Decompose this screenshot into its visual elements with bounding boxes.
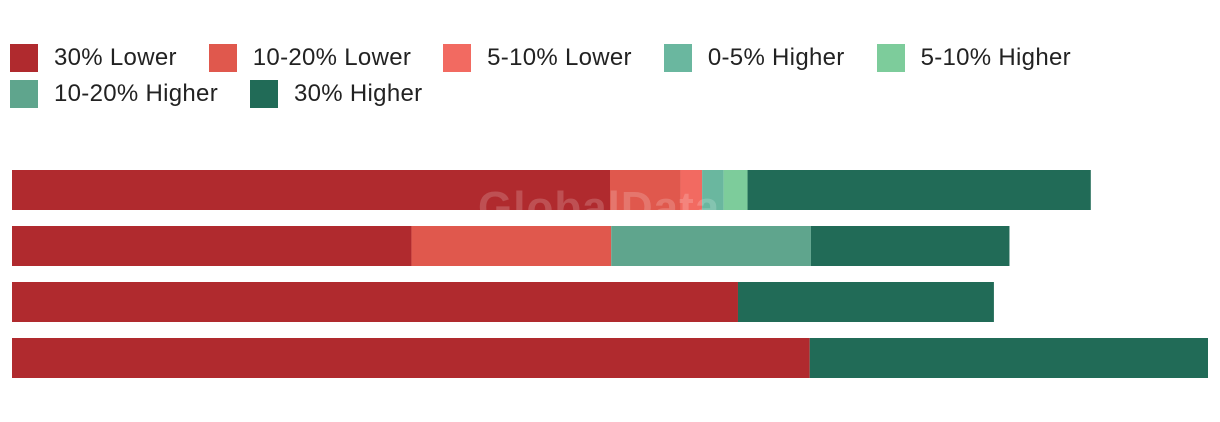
legend-label-0-5-higher: 0-5% Higher: [707, 44, 845, 71]
legend-swatch-30-higher: [250, 80, 278, 108]
legend-swatch-10-20-higher: [10, 80, 38, 108]
bar-segment-row1-series5: [723, 170, 748, 210]
bar-row-2: [12, 226, 1010, 266]
legend-label-10-20-higher: 10-20% Higher: [54, 80, 218, 107]
bar-segment-row1-series7: [747, 170, 1091, 210]
stacked-bar-chart: [12, 170, 1208, 378]
legend-item-10-20-lower: 10-20% Lower: [208, 44, 412, 72]
legend-item-10-20-higher: 10-20% Higher: [10, 80, 218, 108]
bar-row-1: [12, 170, 1091, 210]
bar-segment-row4-series7: [809, 338, 1208, 378]
legend-row-2: 10-20% Higher 30% Higher: [10, 76, 1210, 112]
legend-swatch-5-10-higher: [876, 44, 905, 72]
legend-label-5-10-lower: 5-10% Lower: [487, 44, 632, 71]
legend-item-30-higher: 30% Higher: [250, 80, 422, 108]
legend-row-1: 30% Lower 10-20% Lower 5-10% Lower 0-5% …: [10, 40, 1210, 76]
legend-swatch-0-5-higher: [663, 44, 692, 72]
legend-swatch-5-10-lower: [443, 44, 472, 72]
bar-segment-row1-series4: [702, 170, 724, 210]
legend-item-5-10-lower: 5-10% Lower: [443, 44, 632, 72]
legend-label-5-10-higher: 5-10% Higher: [920, 44, 1071, 71]
bar-row-4: [12, 338, 1208, 378]
bar-segment-row1-series1: [12, 170, 610, 210]
bar-segment-row3-series1: [12, 282, 738, 322]
legend-item-5-10-higher: 5-10% Higher: [876, 44, 1071, 72]
legend-item-30-lower: 30% Lower: [10, 44, 177, 72]
bar-segment-row3-series7: [737, 282, 994, 322]
bar-segment-row2-series7: [810, 226, 1010, 266]
bar-segment-row1-series2: [610, 170, 681, 210]
bar-segment-row2-series6: [611, 226, 811, 266]
legend-swatch-10-20-lower: [208, 44, 237, 72]
legend-label-30-lower: 30% Lower: [54, 44, 177, 71]
bar-row-3: [12, 282, 994, 322]
legend-label-30-higher: 30% Higher: [294, 80, 423, 107]
legend-swatch-30-lower: [10, 44, 38, 72]
bar-segment-row2-series2: [411, 226, 612, 266]
bar-segment-row1-series3: [680, 170, 703, 210]
legend-label-10-20-lower: 10-20% Lower: [252, 44, 412, 71]
bar-segment-row2-series1: [12, 226, 412, 266]
bar-segment-row4-series1: [12, 338, 810, 378]
legend-item-0-5-higher: 0-5% Higher: [663, 44, 845, 72]
chart-legend: 30% Lower 10-20% Lower 5-10% Lower 0-5% …: [10, 40, 1210, 112]
